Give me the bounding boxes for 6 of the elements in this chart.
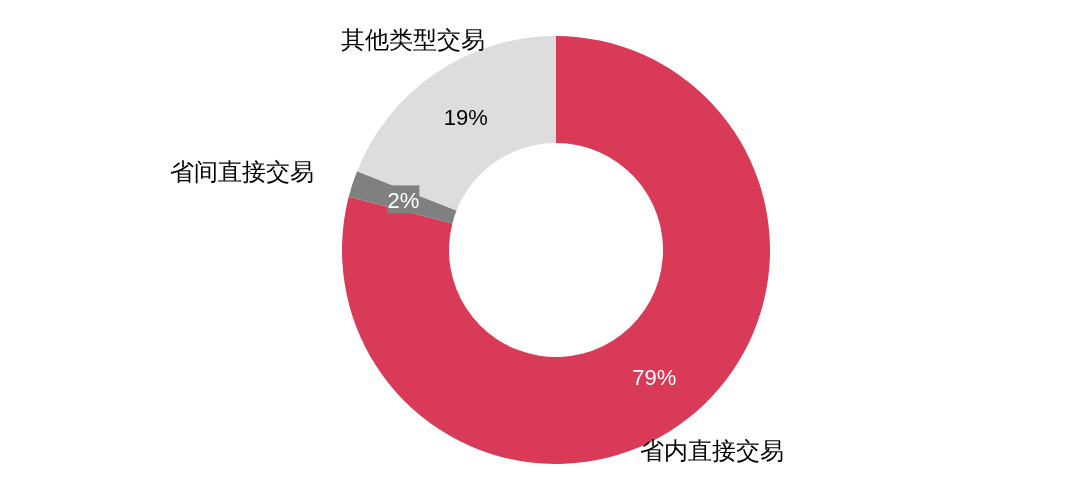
data-label: 79% [632,364,677,390]
data-label: 19% [443,105,488,131]
slice-label: 省间直接交易 [170,157,315,185]
slice-label: 省内直接交易 [639,436,784,464]
data-label: 2% [387,188,420,214]
slice-label: 其他类型交易 [341,25,486,53]
